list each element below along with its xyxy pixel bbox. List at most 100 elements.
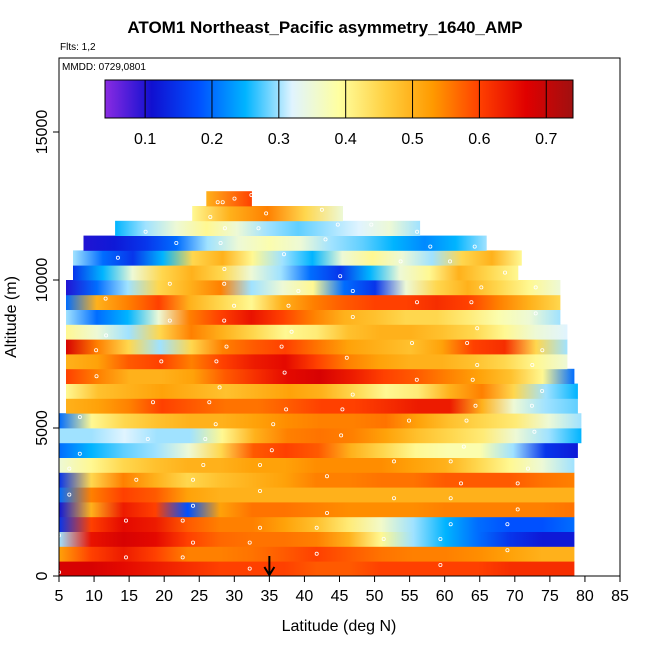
sample-point [279, 344, 284, 349]
x-tick-label: 40 [296, 588, 314, 605]
sample-point [180, 518, 185, 523]
heatmap-layer [73, 250, 522, 266]
x-tick-label: 15 [120, 588, 138, 605]
sample-point [479, 285, 484, 290]
sample-point [344, 355, 349, 360]
heatmap-layer [66, 398, 578, 414]
sample-point [475, 362, 480, 367]
sample-point [281, 252, 286, 257]
heatmap-layer [59, 487, 575, 503]
x-tick-label: 45 [331, 588, 349, 605]
latitude-marker [263, 556, 276, 577]
sample-point [174, 240, 179, 245]
colorbar-tick-label: 0.2 [201, 131, 223, 148]
heatmap-layer [59, 502, 575, 518]
sample-point [532, 429, 537, 434]
sample-point [124, 518, 129, 523]
heatmap-layer [73, 265, 519, 281]
sample-point [533, 311, 538, 316]
y-axis-label: Altitude (m) [3, 276, 20, 358]
sample-point [134, 477, 139, 482]
sample-point [67, 492, 72, 497]
x-tick-label: 20 [155, 588, 173, 605]
colorbar-tick-label: 0.7 [535, 131, 557, 148]
sample-point [190, 540, 195, 545]
sample-point [502, 270, 507, 275]
y-tick-label: 15000 [34, 110, 51, 155]
sample-point [104, 333, 109, 338]
sample-point [77, 414, 82, 419]
sample-point [391, 496, 396, 501]
sample-point [232, 303, 237, 308]
sample-point [409, 340, 414, 345]
sample-point [324, 474, 329, 479]
x-tick-label: 60 [436, 588, 454, 605]
x-tick-label: 65 [471, 588, 489, 605]
sample-point [257, 488, 262, 493]
sample-point [67, 466, 72, 471]
sample-point [398, 259, 403, 264]
heatmap-layer [115, 220, 421, 236]
sample-point [207, 400, 212, 405]
sample-point [282, 370, 287, 375]
sample-point [461, 444, 466, 449]
sample-point [271, 422, 276, 427]
sample-point [143, 229, 148, 234]
sample-point [232, 196, 237, 201]
flights-note: Flts: 1,2 [60, 42, 96, 53]
sample-point [314, 525, 319, 530]
colorbar-tick-label: 0.5 [401, 131, 423, 148]
sample-point [369, 222, 374, 227]
sample-point [319, 207, 324, 212]
sample-point [448, 522, 453, 527]
sample-point [103, 296, 108, 301]
x-axis: 5 10 15 20 25 30 35 40 45 50 55 60 65 70 75 80 85 [55, 576, 629, 605]
sample-point [203, 436, 208, 441]
sample-point [515, 481, 520, 486]
sample-point [530, 362, 535, 367]
sample-point [264, 211, 269, 216]
sample-point [448, 496, 453, 501]
sample-point [218, 240, 223, 245]
heatmap-layer [66, 368, 575, 384]
sample-point [314, 551, 319, 556]
sample-point [247, 566, 252, 571]
sample-point [247, 540, 252, 545]
sample-point [338, 274, 343, 279]
sample-point [167, 281, 172, 286]
sample-point [414, 377, 419, 382]
sample-point [533, 285, 538, 290]
y-tick-label: 10000 [34, 258, 51, 303]
sample-point [324, 510, 329, 515]
heatmap-layer [59, 472, 575, 488]
heatmap-layer [66, 354, 568, 370]
heatmap-layer [66, 324, 568, 340]
sample-point [505, 522, 510, 527]
sample-point [438, 563, 443, 568]
heatmap-layer [59, 428, 582, 444]
x-tick-label: 35 [260, 588, 278, 605]
heatmap-layer [59, 531, 575, 547]
sample-point [469, 300, 474, 305]
colorbar-tick-label: 0.1 [134, 131, 156, 148]
sample-point [472, 244, 477, 249]
sample-point [381, 537, 386, 542]
sample-point [350, 392, 355, 397]
heatmap-layer [59, 561, 575, 577]
sample-point [391, 459, 396, 464]
heatmap-layer [66, 383, 578, 399]
x-tick-label: 30 [225, 588, 243, 605]
sample-point [448, 459, 453, 464]
sample-point [289, 329, 294, 334]
x-tick-label: 80 [576, 588, 594, 605]
x-tick-label: 50 [366, 588, 384, 605]
sample-point [224, 344, 229, 349]
sample-point [505, 548, 510, 553]
sample-point [286, 303, 291, 308]
sample-point [465, 340, 470, 345]
heatmap-layer [83, 235, 487, 251]
heatmap-layer [59, 442, 578, 458]
sample-point [339, 433, 344, 438]
sample-point [180, 555, 185, 560]
sample-point [406, 418, 411, 423]
